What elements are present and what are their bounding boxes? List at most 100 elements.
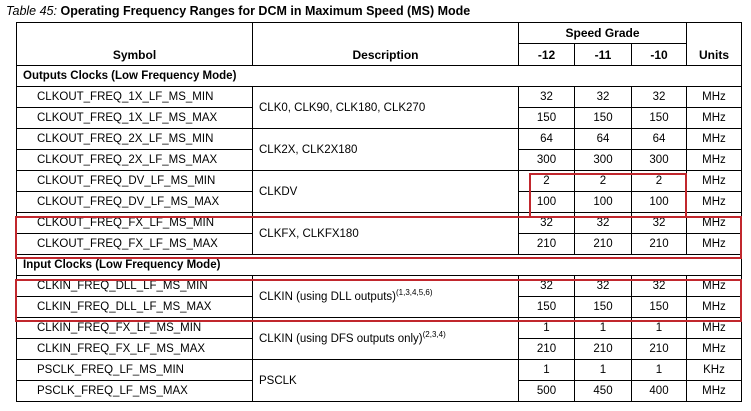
value-cell: 32: [574, 86, 632, 108]
value-cell: 150: [631, 296, 687, 318]
value-cell: 1: [574, 359, 632, 381]
value-cell: 1: [631, 317, 687, 339]
value-cell: 210: [631, 338, 687, 360]
description-cell: PSCLK: [252, 359, 519, 402]
unit-cell: MHz: [686, 296, 742, 318]
unit-cell: KHz: [686, 359, 742, 381]
description-text: PSCLK: [259, 374, 297, 387]
value-cell: 1: [518, 359, 575, 381]
speed-grade-header: Speed Grade: [518, 22, 687, 44]
symbol-cell: CLKIN_FREQ_DLL_LF_MS_MAX: [16, 296, 253, 318]
symbol-header: Symbol: [16, 22, 253, 66]
value-cell: 150: [574, 107, 632, 129]
footnote-ref: (2,3,4): [422, 329, 446, 339]
symbol-cell: PSCLK_FREQ_LF_MS_MIN: [16, 359, 253, 381]
value-cell: 1: [631, 359, 687, 381]
value-cell: 2: [518, 170, 575, 192]
table-row: CLKOUT_FREQ_2X_LF_MS_MAX 300 300 300 MHz: [16, 149, 742, 171]
grade-header: -10: [631, 43, 687, 66]
unit-cell: MHz: [686, 191, 742, 213]
table-row: PSCLK_FREQ_LF_MS_MIN PSCLK 1 1 1 KHz: [16, 359, 742, 402]
value-cell: 150: [631, 107, 687, 129]
value-cell: 100: [518, 191, 575, 213]
unit-cell: MHz: [686, 86, 742, 108]
symbol-cell: CLKIN_FREQ_DLL_LF_MS_MIN: [16, 275, 253, 297]
value-cell: 100: [631, 191, 687, 213]
value-cell: 450: [574, 380, 632, 402]
symbol-cell: CLKOUT_FREQ_DV_LF_MS_MIN: [16, 170, 253, 192]
table-row: CLKIN_FREQ_DLL_LF_MS_MAX 150 150 150 MHz: [16, 296, 742, 318]
unit-cell: MHz: [686, 128, 742, 150]
symbol-cell: CLKOUT_FREQ_DV_LF_MS_MAX: [16, 191, 253, 213]
description-cell: CLK2X, CLK2X180: [252, 128, 519, 171]
value-cell: 150: [518, 296, 575, 318]
unit-cell: MHz: [686, 212, 742, 234]
units-header: Units: [686, 22, 742, 66]
table-number: Table 45:: [6, 4, 57, 18]
unit-cell: MHz: [686, 233, 742, 255]
value-cell: 64: [518, 128, 575, 150]
symbol-cell: CLKOUT_FREQ_FX_LF_MS_MIN: [16, 212, 253, 234]
value-cell: 1: [574, 317, 632, 339]
unit-cell: MHz: [686, 107, 742, 129]
grade-header: -11: [574, 43, 632, 66]
value-cell: 500: [518, 380, 575, 402]
section-title: Outputs Clocks (Low Frequency Mode): [16, 65, 742, 87]
description-header: Description: [252, 22, 519, 66]
value-cell: 150: [574, 296, 632, 318]
section-title: Input Clocks (Low Frequency Mode): [16, 254, 742, 276]
value-cell: 210: [631, 233, 687, 255]
value-cell: 32: [631, 275, 687, 297]
value-cell: 210: [518, 338, 575, 360]
section-row: Outputs Clocks (Low Frequency Mode): [16, 65, 742, 87]
symbol-cell: CLKOUT_FREQ_FX_LF_MS_MAX: [16, 233, 253, 255]
value-cell: 100: [574, 191, 632, 213]
footnote-ref: (1,3,4,5,6): [396, 287, 433, 297]
value-cell: 32: [574, 212, 632, 234]
value-cell: 64: [574, 128, 632, 150]
value-cell: 210: [518, 233, 575, 255]
symbol-cell: CLKIN_FREQ_FX_LF_MS_MAX: [16, 338, 253, 360]
description-text: CLK0, CLK90, CLK180, CLK270: [259, 101, 426, 114]
grade-header: -12: [518, 43, 575, 66]
symbol-cell: CLKOUT_FREQ_2X_LF_MS_MIN: [16, 128, 253, 150]
description-text: CLKDV: [259, 185, 298, 198]
value-cell: 32: [631, 212, 687, 234]
table-row: CLKOUT_FREQ_FX_LF_MS_MIN CLKFX, CLKFX180 3…: [16, 212, 742, 255]
unit-cell: MHz: [686, 338, 742, 360]
unit-cell: MHz: [686, 317, 742, 339]
table-row: CLKOUT_FREQ_1X_LF_MS_MIN CLK0, CLK90, CLK…: [16, 86, 742, 129]
table-row: CLKIN_FREQ_FX_LF_MS_MIN CLKIN (using DFS …: [16, 317, 742, 360]
value-cell: 64: [631, 128, 687, 150]
description-text: CLK2X, CLK2X180: [259, 143, 358, 156]
table-row: CLKOUT_FREQ_FX_LF_MS_MAX 210 210 210 MHz: [16, 233, 742, 255]
description-cell: CLKIN (using DLL outputs)(1,3,4,5,6): [252, 275, 519, 318]
value-cell: 2: [631, 170, 687, 192]
value-cell: 32: [574, 275, 632, 297]
table-row: PSCLK_FREQ_LF_MS_MAX 500 450 400 MHz: [16, 380, 742, 402]
description-cell: CLK0, CLK90, CLK180, CLK270: [252, 86, 519, 129]
symbol-cell: CLKOUT_FREQ_2X_LF_MS_MAX: [16, 149, 253, 171]
value-cell: 300: [518, 149, 575, 171]
table-title: Operating Frequency Ranges for DCM in Ma…: [60, 4, 471, 18]
value-cell: 150: [518, 107, 575, 129]
section-row: Input Clocks (Low Frequency Mode): [16, 254, 742, 276]
table-caption: Table 45: Operating Frequency Ranges for…: [6, 2, 470, 20]
value-cell: 400: [631, 380, 687, 402]
symbol-cell: CLKOUT_FREQ_1X_LF_MS_MAX: [16, 107, 253, 129]
symbol-cell: PSCLK_FREQ_LF_MS_MAX: [16, 380, 253, 402]
value-cell: 32: [631, 86, 687, 108]
unit-cell: MHz: [686, 170, 742, 192]
description-cell: CLKFX, CLKFX180: [252, 212, 519, 255]
symbol-cell: CLKOUT_FREQ_1X_LF_MS_MIN: [16, 86, 253, 108]
description-cell: CLKIN (using DFS outputs only)(2,3,4): [252, 317, 519, 360]
value-cell: 300: [631, 149, 687, 171]
frequency-table: Symbol Description Speed Grade Units -12…: [16, 22, 742, 402]
value-cell: 2: [574, 170, 632, 192]
value-cell: 32: [518, 86, 575, 108]
table-row: CLKIN_FREQ_DLL_LF_MS_MIN CLKIN (using DLL…: [16, 275, 742, 318]
table-row: CLKIN_FREQ_FX_LF_MS_MAX 210 210 210 MHz: [16, 338, 742, 360]
description-text: CLKIN (using DFS outputs only): [259, 332, 423, 345]
table-row: CLKOUT_FREQ_DV_LF_MS_MIN CLKDV 2 2 2 MHz: [16, 170, 742, 213]
value-cell: 210: [574, 233, 632, 255]
